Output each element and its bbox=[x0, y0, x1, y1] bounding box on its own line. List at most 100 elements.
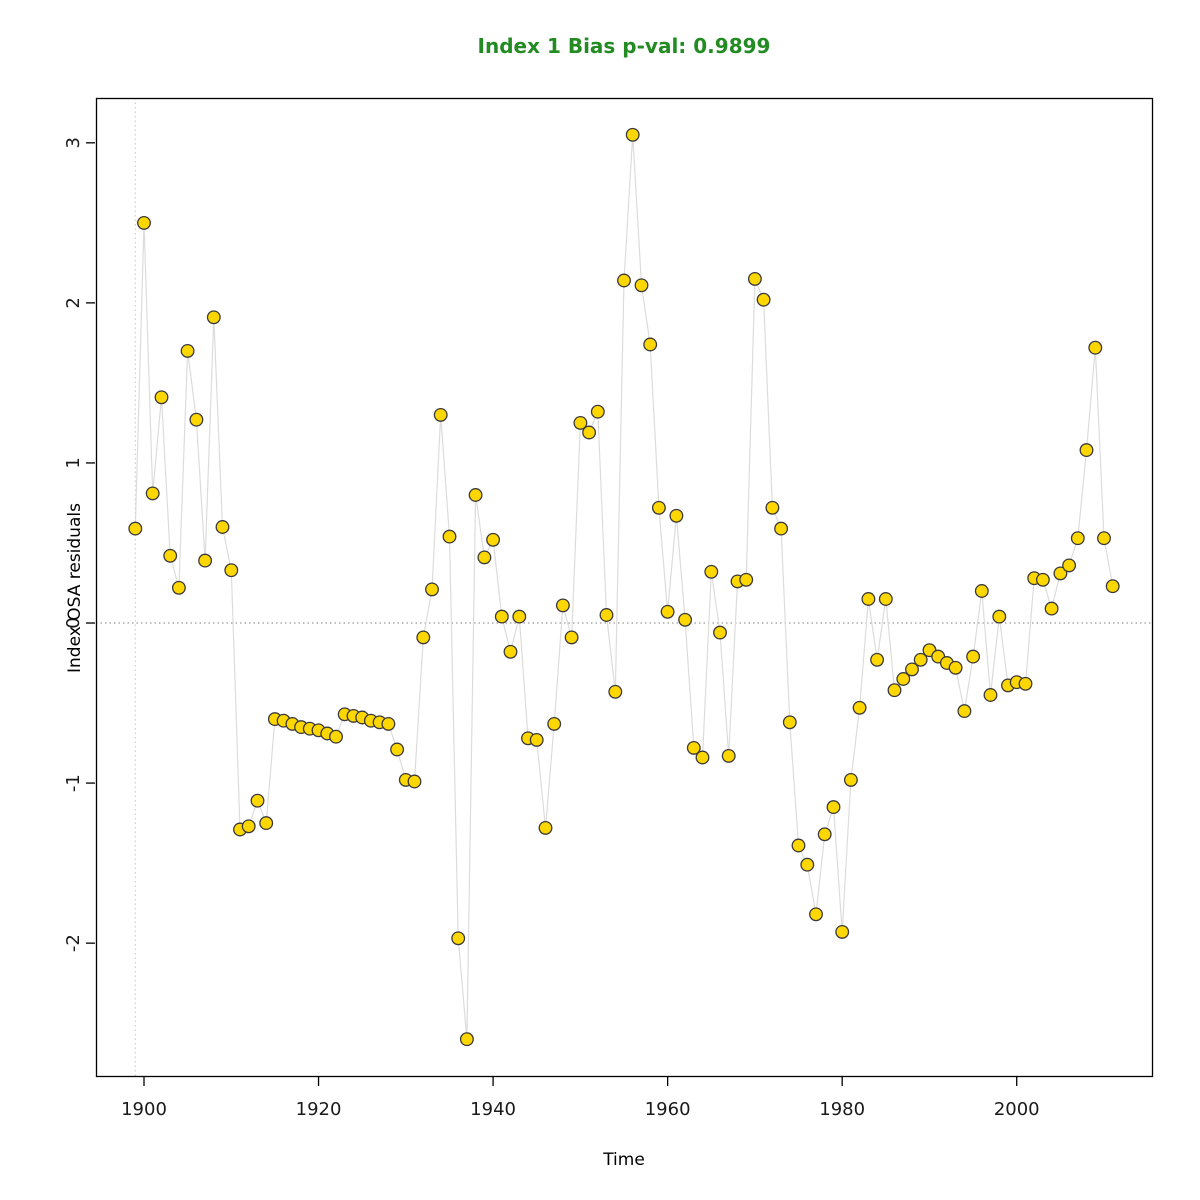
data-point bbox=[913, 652, 928, 667]
x-tick-label: 1920 bbox=[296, 1099, 342, 1120]
data-point bbox=[817, 827, 832, 842]
data-point bbox=[407, 774, 422, 789]
data-point bbox=[617, 273, 631, 288]
data-point bbox=[459, 1032, 474, 1047]
data-point bbox=[241, 819, 256, 834]
data-point bbox=[835, 924, 850, 939]
data-point bbox=[974, 584, 989, 598]
data-point bbox=[809, 907, 823, 922]
y-tick-label: 2 bbox=[63, 297, 84, 308]
data-point bbox=[1062, 558, 1077, 573]
data-point bbox=[224, 563, 239, 578]
data-point bbox=[660, 604, 675, 619]
plot-title: Index 1 Bias p-val: 0.9899 bbox=[477, 34, 771, 58]
data-point bbox=[695, 750, 710, 765]
data-point bbox=[1035, 572, 1050, 587]
data-point bbox=[704, 564, 719, 579]
data-point bbox=[1088, 340, 1103, 355]
y-tick-label: 1 bbox=[63, 457, 84, 468]
data-point bbox=[425, 582, 439, 597]
data-point bbox=[782, 715, 797, 730]
data-point bbox=[477, 550, 492, 565]
data-point bbox=[538, 820, 553, 835]
data-point bbox=[573, 415, 588, 430]
data-point bbox=[416, 630, 431, 645]
data-point bbox=[983, 688, 998, 702]
x-tick-label: 2000 bbox=[994, 1099, 1040, 1120]
data-point bbox=[826, 800, 841, 815]
data-point bbox=[433, 407, 448, 422]
data-point bbox=[599, 608, 614, 622]
data-point bbox=[870, 652, 885, 667]
data-point bbox=[774, 521, 789, 536]
data-point bbox=[215, 520, 230, 534]
data-point bbox=[390, 742, 405, 757]
data-point bbox=[756, 292, 771, 307]
data-point bbox=[494, 609, 509, 624]
data-point bbox=[171, 580, 186, 595]
data-point bbox=[259, 816, 274, 831]
data-point bbox=[451, 931, 466, 946]
data-point bbox=[992, 609, 1007, 624]
data-point bbox=[180, 343, 195, 358]
data-point bbox=[1079, 443, 1094, 458]
data-point bbox=[634, 278, 649, 293]
data-point bbox=[625, 127, 640, 142]
data-point bbox=[154, 390, 169, 405]
data-point bbox=[564, 630, 579, 645]
data-point bbox=[137, 215, 151, 230]
data-point bbox=[651, 500, 666, 515]
data-point bbox=[128, 521, 143, 536]
plot-border bbox=[95, 97, 1154, 1078]
data-point bbox=[966, 649, 981, 664]
data-point bbox=[957, 704, 972, 719]
data-point bbox=[800, 857, 815, 872]
data-point bbox=[503, 644, 518, 659]
data-point bbox=[189, 412, 204, 427]
data-point bbox=[590, 404, 605, 419]
data-point bbox=[381, 716, 396, 731]
x-tick-label: 1980 bbox=[819, 1099, 865, 1120]
x-tick-label: 1900 bbox=[121, 1099, 167, 1120]
data-point bbox=[686, 740, 701, 755]
data-point bbox=[713, 625, 727, 640]
data-point bbox=[1070, 531, 1085, 546]
y-tick-label: 3 bbox=[63, 137, 84, 148]
data-point bbox=[852, 700, 867, 715]
data-point bbox=[747, 271, 762, 286]
data-point bbox=[555, 598, 570, 613]
y-tick-label: 0 bbox=[63, 617, 84, 628]
data-point bbox=[547, 716, 562, 731]
data-point bbox=[669, 508, 684, 523]
data-point bbox=[1097, 531, 1111, 546]
data-point bbox=[896, 672, 911, 686]
data-point bbox=[765, 500, 780, 515]
data-point bbox=[145, 486, 160, 501]
data-point bbox=[1105, 579, 1120, 594]
data-point bbox=[608, 684, 623, 699]
y-tick-label: -2 bbox=[63, 934, 84, 952]
x-tick-label: 1940 bbox=[470, 1099, 516, 1120]
data-point bbox=[721, 748, 736, 763]
data-point bbox=[512, 609, 527, 624]
data-point bbox=[468, 488, 483, 502]
data-point bbox=[887, 683, 902, 698]
data-point bbox=[791, 838, 806, 853]
data-point bbox=[486, 532, 501, 547]
data-point bbox=[878, 592, 893, 606]
data-point bbox=[861, 592, 876, 606]
data-point bbox=[582, 425, 597, 440]
data-point bbox=[442, 529, 457, 544]
data-point bbox=[678, 612, 693, 627]
data-point bbox=[329, 729, 343, 744]
y-tick-label: -1 bbox=[63, 774, 84, 792]
data-point bbox=[250, 793, 265, 808]
data-point bbox=[1018, 676, 1033, 691]
data-point bbox=[529, 732, 544, 747]
data-point bbox=[643, 337, 658, 352]
data-point bbox=[905, 662, 919, 677]
x-tick-label: 1960 bbox=[645, 1099, 691, 1120]
data-point bbox=[948, 660, 963, 675]
